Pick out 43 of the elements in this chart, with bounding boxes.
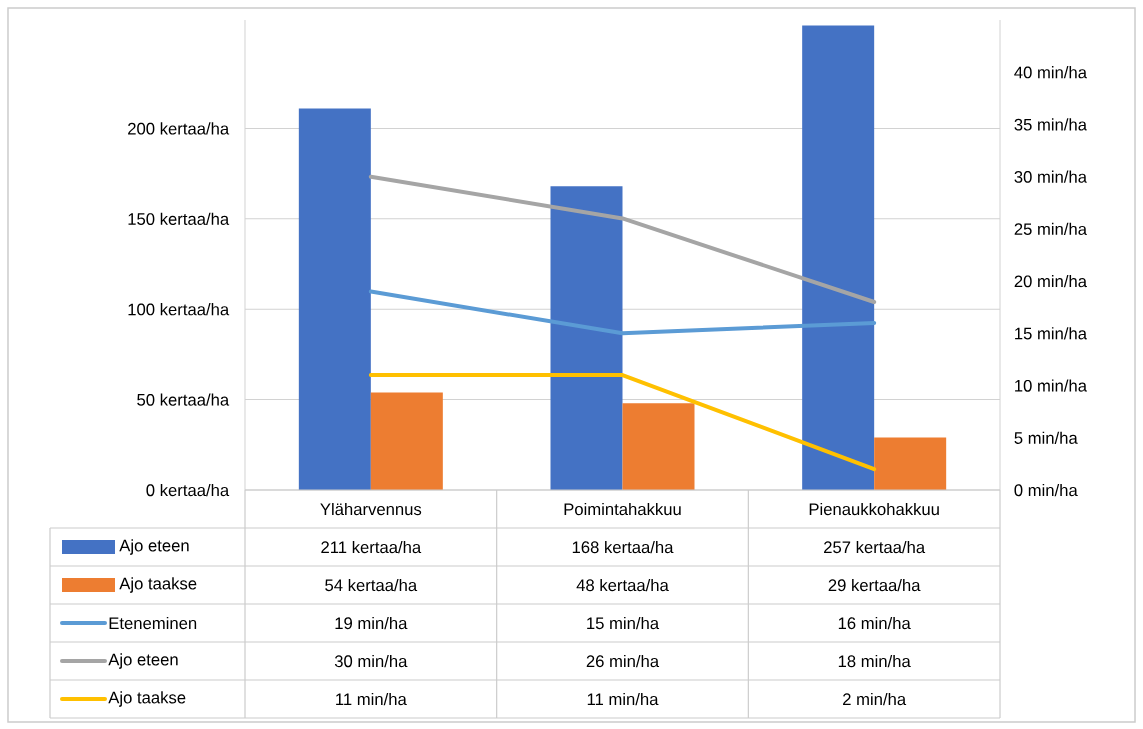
- y-tick-label: 0 kertaa/ha: [146, 483, 230, 497]
- data-label: 11 min/ha: [336, 692, 407, 706]
- y2-tick-label: 35 min/ha: [1014, 118, 1087, 131]
- data-label: 30 min/ha: [334, 654, 408, 668]
- y2-tick-label: 10 min/ha: [1015, 379, 1087, 392]
- data-label: 211 kertaa/ha: [321, 540, 422, 554]
- bar: [874, 437, 947, 491]
- bar: [550, 186, 623, 491]
- data-label: 19 min/ha: [335, 616, 408, 630]
- data-label: 257 kertaa/ha: [824, 540, 926, 554]
- data-label: 26 min/ha: [586, 654, 660, 668]
- data-label: 168 kertaa/ha: [572, 540, 674, 554]
- data-label: 18 min/ha: [838, 654, 911, 668]
- y2-tick-label: 5 min/ha: [1014, 431, 1078, 444]
- data-label: 11 min/ha: [587, 692, 659, 706]
- bar: [622, 403, 695, 491]
- legend-label: Ajo eteen: [119, 539, 189, 555]
- y-tick-label: 200 kertaa/ha: [128, 122, 230, 135]
- y-tick-label: 100 kertaa/ha: [128, 303, 230, 316]
- data-label: 54 kertaa/ha: [325, 578, 418, 592]
- y-tick-label: 50 kertaa/ha: [137, 393, 230, 406]
- x-tick-label: Yläharvennus: [320, 502, 422, 516]
- x-tick-label: Poimintahakkuu: [564, 502, 681, 516]
- y2-tick-label: 0 min/ha: [1014, 483, 1078, 497]
- y2-tick-label: 25 min/ha: [1014, 222, 1087, 236]
- data-label: 16 min/ha: [838, 616, 911, 630]
- bar: [370, 392, 443, 491]
- x-tick-label: Pienaukkohakkuu: [809, 502, 939, 516]
- legend-label: Ajo taakse: [119, 577, 197, 593]
- bar: [802, 25, 875, 491]
- y-tick-label: 150 kertaa/ha: [128, 212, 230, 225]
- data-label: 2 min/ha: [843, 692, 907, 706]
- y2-tick-label: 20 min/ha: [1014, 274, 1087, 288]
- y2-tick-label: 30 min/ha: [1014, 170, 1087, 183]
- y2-tick-label: 15 min/ha: [1015, 327, 1087, 340]
- legend-label: Ajo taakse: [108, 691, 186, 707]
- legend-label: Ajo eteen: [108, 653, 178, 669]
- y2-tick-label: 40 min/ha: [1014, 66, 1087, 79]
- data-label: 48 kertaa/ha: [576, 578, 669, 592]
- legend-label: Eteneminen: [109, 616, 197, 630]
- data-label: 29 kertaa/ha: [828, 578, 921, 592]
- bar: [298, 108, 371, 491]
- data-label: 15 min/ha: [587, 616, 660, 630]
